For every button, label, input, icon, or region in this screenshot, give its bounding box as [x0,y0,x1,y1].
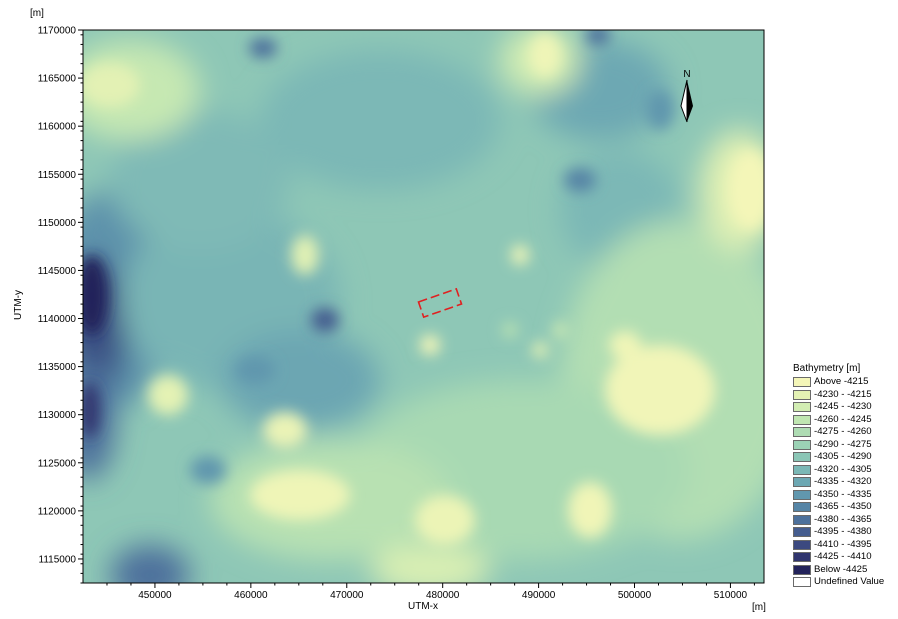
legend-swatch [793,389,811,400]
y-tick-label: 1160000 [38,122,77,133]
legend-label: Undefined Value [814,576,885,588]
legend-item: -4230 - -4215 [793,389,896,402]
x-tick-label: 450000 [138,590,172,601]
legend-label: -4395 - -4380 [814,526,872,538]
legend-label: Below -4425 [814,563,868,575]
legend-swatch [793,402,811,413]
y-tick-label: 1170000 [38,26,77,37]
y-axis-tick-labels: 1115000 1120000 1125000 1130000 1135000 11400… [38,26,77,566]
y-axis-unit-label: [m] [30,8,44,19]
legend-label: -4245 - -4230 [814,401,872,413]
legend-swatch [793,377,811,388]
legend-label: -4260 - -4245 [814,413,872,425]
legend-swatch [793,502,811,513]
y-tick-label: 1135000 [38,362,77,373]
bathymetry-legend: Bathymetry [m] Above -4215 -4230 - -4215-… [793,363,896,589]
y-axis-ticks [78,29,83,584]
legend-item: -4320 - -4305 [793,464,896,477]
north-arrow-icon [680,79,693,123]
legend-label: -4290 - -4275 [814,438,872,450]
y-tick-label: 1145000 [38,266,77,277]
legend-item: -4350 - -4335 [793,489,896,502]
legend-swatch [793,527,811,538]
x-tick-label: 510000 [714,590,748,601]
legend-item: -4275 - -4260 [793,426,896,439]
legend-label: -4305 - -4290 [814,451,872,463]
y-tick-label: 1140000 [38,314,77,325]
legend-swatch [793,577,811,588]
legend-label: -4275 - -4260 [814,426,872,438]
legend-label: -4425 - -4410 [814,551,872,563]
legend-swatch [793,439,811,450]
legend-label: -4350 - -4335 [814,488,872,500]
y-axis-title: UTM-y [13,290,24,320]
legend-item: -4305 - -4290 [793,451,896,464]
legend-items: Above -4215 -4230 - -4215 -4245 - -4230 -42… [793,376,896,589]
x-tick-label: 480000 [426,590,460,601]
legend-label: Above -4215 [814,376,869,388]
y-tick-label: 1120000 [38,506,77,517]
legend-swatch [793,552,811,563]
legend-swatch [793,489,811,500]
y-tick-label: 1155000 [38,170,77,181]
legend-item: -4245 - -4230 [793,401,896,414]
y-tick-label: 1130000 [38,410,77,421]
legend-item: -4380 - -4365 [793,514,896,527]
y-tick-label: 1115000 [39,554,77,565]
legend-label: -4320 - -4305 [814,463,872,475]
legend-swatch [793,477,811,488]
legend-label: -4380 - -4365 [814,513,872,525]
legend-item: -4335 - -4320 [793,476,896,489]
legend-item: -4395 - -4380 [793,526,896,539]
legend-label: -4230 - -4215 [814,388,872,400]
legend-item: -4290 - -4275 [793,439,896,452]
y-tick-label: 1165000 [38,74,77,85]
legend-item: -4260 - -4245 [793,414,896,427]
legend-item: Above -4215 [793,376,896,389]
legend-item: Below -4425 [793,564,896,577]
x-axis-ticks [106,583,755,588]
legend-item: -4425 - -4410 [793,551,896,564]
legend-item: Undefined Value [793,576,896,589]
legend-swatch [793,452,811,463]
x-axis-unit-label: [m] [752,602,766,613]
x-axis-title: UTM-x [408,601,438,612]
north-arrow: N [680,69,693,123]
legend-swatch [793,427,811,438]
x-tick-label: 460000 [234,590,268,601]
legend-label: -4335 - -4320 [814,476,872,488]
y-tick-label: 1125000 [38,458,77,469]
legend-title: Bathymetry [m] [793,363,861,374]
legend-item: -4365 - -4350 [793,501,896,514]
plot-frame [82,29,765,584]
y-tick-label: 1150000 [38,218,77,229]
x-tick-label: 500000 [618,590,652,601]
legend-swatch [793,464,811,475]
legend-swatch [793,514,811,525]
x-tick-label: 470000 [330,590,364,601]
x-axis-tick-labels: 450000 460000 470000 480000 490000 500000 5100… [138,590,747,601]
north-arrow-label: N [683,69,690,80]
legend-swatch [793,539,811,550]
legend-label: -4410 - -4395 [814,538,872,550]
x-tick-label: 490000 [522,590,556,601]
bathymetry-plot-area[interactable] [50,25,800,605]
legend-label: -4365 - -4350 [814,501,872,513]
legend-swatch [793,564,811,575]
legend-item: -4410 - -4395 [793,539,896,552]
legend-swatch [793,414,811,425]
